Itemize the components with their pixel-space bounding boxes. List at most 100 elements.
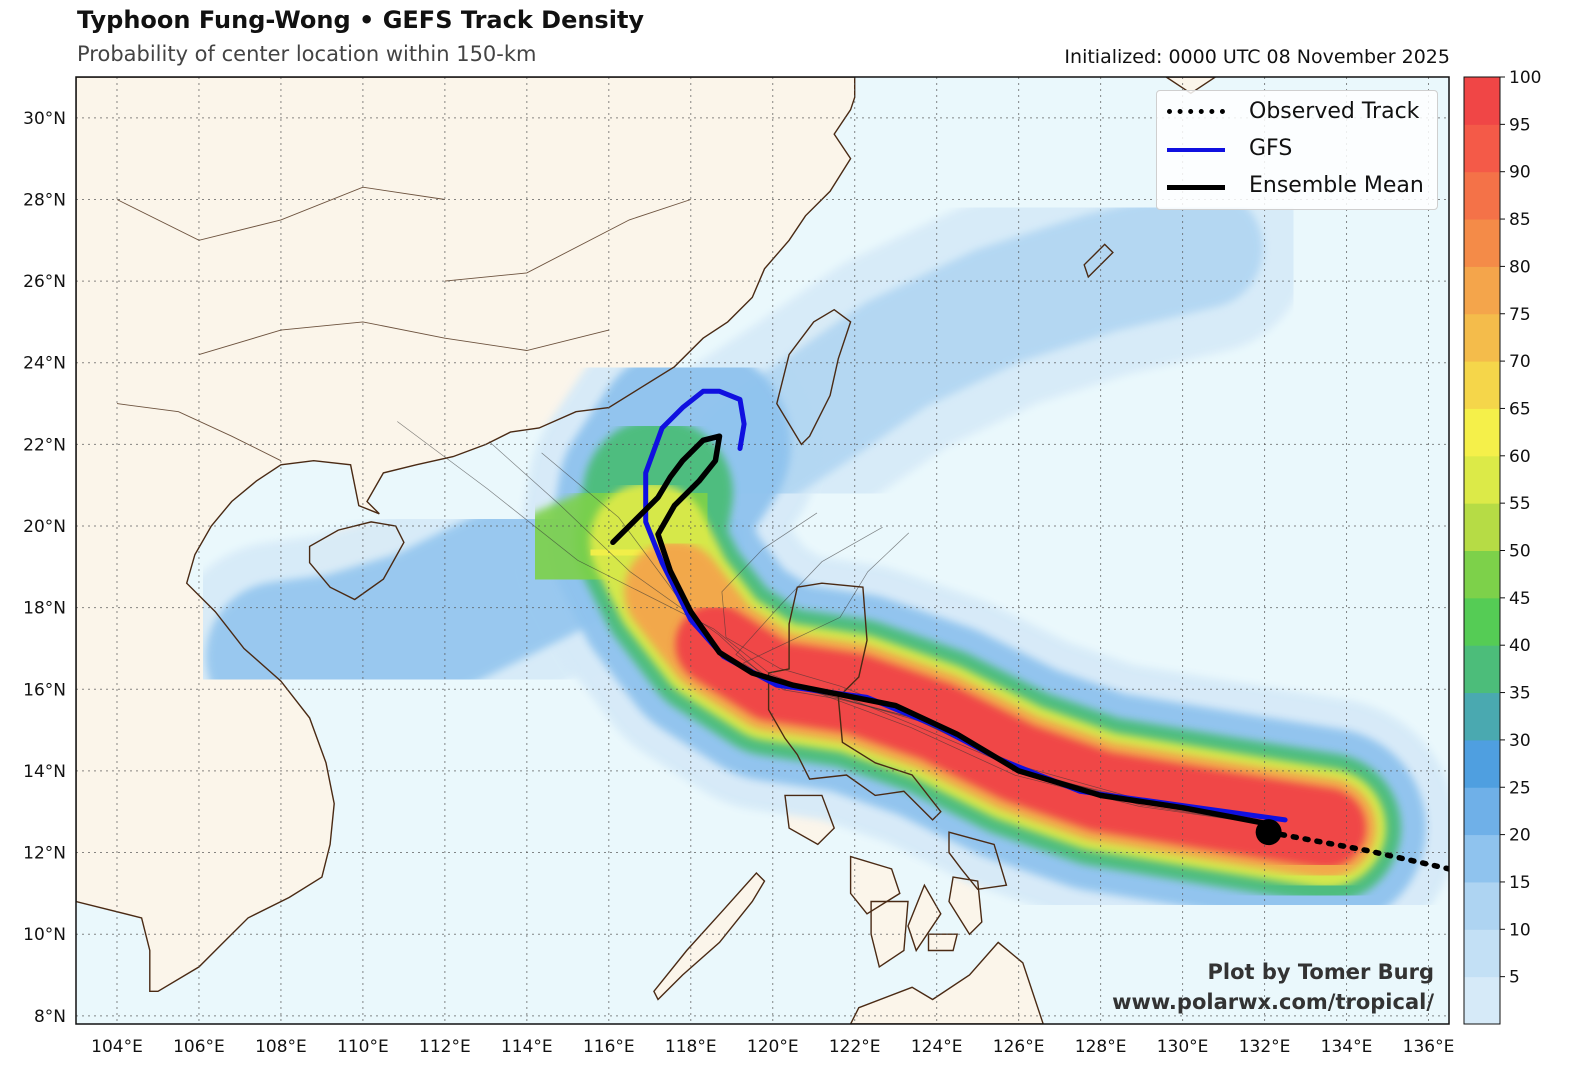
colorbar-segment xyxy=(1464,408,1500,457)
land-leyte xyxy=(949,877,982,935)
colorbar-tick-label: 55 xyxy=(1509,494,1531,514)
colorbar-segment xyxy=(1464,503,1500,551)
coastline-kyushu xyxy=(1164,77,1217,95)
province-border xyxy=(444,199,691,282)
lat-tick-label: 26°N xyxy=(23,272,66,292)
coastline-leyte xyxy=(948,876,983,936)
land-palawan xyxy=(653,873,765,1000)
lon-tick-label: 122°E xyxy=(829,1037,881,1057)
colorbar-tick-label: 5 xyxy=(1509,968,1520,988)
colorbar-segment xyxy=(1464,455,1500,504)
coastline-mindanao xyxy=(849,941,1044,1024)
lon-tick-label: 120°E xyxy=(747,1037,799,1057)
coastline-mindoro xyxy=(784,794,836,846)
colorbar-tick-label: 20 xyxy=(1509,826,1531,846)
chart-subtitle: Probability of center location within 15… xyxy=(77,42,537,66)
lat-tick-label: 20°N xyxy=(23,517,66,537)
colorbar-segment xyxy=(1464,266,1500,315)
lat-tick-label: 8°N xyxy=(34,1007,66,1027)
current-position-marker xyxy=(1255,819,1282,846)
lon-tick-label: 112°E xyxy=(419,1037,471,1057)
coastline-panay xyxy=(849,855,901,915)
lon-tick-label: 126°E xyxy=(993,1037,1045,1057)
land-mindanao xyxy=(850,942,1044,1024)
legend-label: GFS xyxy=(1249,136,1293,161)
coastline-palawan xyxy=(653,871,766,1001)
coastline-negros xyxy=(870,900,909,969)
colorbar-tick-label: 85 xyxy=(1509,210,1531,230)
coastline-mainland xyxy=(76,77,856,992)
legend-item-observed: Observed Track xyxy=(1167,97,1435,127)
colorbar-tick-label: 45 xyxy=(1509,589,1531,609)
legend-item-ensemble-mean: Ensemble Mean xyxy=(1167,171,1435,201)
colorbar-segment xyxy=(1464,597,1500,646)
colorbar-segment xyxy=(1464,361,1500,409)
track-legend: Observed Track GFS Ensemble Mean xyxy=(1156,90,1438,210)
colorbar-tick-label: 90 xyxy=(1509,163,1531,183)
credit-author: Plot by Tomer Burg xyxy=(1207,960,1435,984)
lon-tick-label: 130°E xyxy=(1157,1037,1209,1057)
colorbar-tick-label: 100 xyxy=(1509,68,1541,88)
lon-tick-label: 116°E xyxy=(583,1037,635,1057)
colorbar-segment xyxy=(1464,550,1500,599)
lat-tick-label: 22°N xyxy=(23,435,66,455)
gridlines xyxy=(76,77,1449,1024)
province-border xyxy=(116,403,282,462)
legend-item-gfs: GFS xyxy=(1167,134,1435,164)
lon-tick-label: 114°E xyxy=(501,1037,553,1057)
colorbar-segment xyxy=(1464,929,1500,978)
colorbar-tick-label: 70 xyxy=(1509,352,1531,372)
legend-label: Ensemble Mean xyxy=(1249,173,1424,198)
lat-tick-label: 18°N xyxy=(23,599,66,619)
colorbar-tick-label: 65 xyxy=(1509,399,1531,419)
lon-tick-label: 108°E xyxy=(255,1037,307,1057)
colorbar-tick-label: 80 xyxy=(1509,257,1531,277)
colorbar-segment xyxy=(1464,77,1500,125)
credit-url: www.polarwx.com/tropical/ xyxy=(1112,990,1434,1014)
chart-title: Typhoon Fung-Wong • GEFS Track Density xyxy=(77,6,645,34)
colorbar-segment xyxy=(1464,834,1500,883)
lon-tick-label: 136°E xyxy=(1403,1037,1455,1057)
lon-tick-label: 128°E xyxy=(1075,1037,1127,1057)
lat-tick-label: 24°N xyxy=(23,354,66,374)
observed-track xyxy=(1265,829,1449,872)
initialized-time: Initialized: 0000 UTC 08 November 2025 xyxy=(1064,46,1450,68)
coastline-okinawa xyxy=(1083,243,1114,279)
density-band xyxy=(560,510,690,595)
colorbar-segment xyxy=(1464,976,1500,1025)
province-border xyxy=(198,321,609,356)
lat-tick-label: 16°N xyxy=(23,680,66,700)
colorbar-tick-label: 35 xyxy=(1509,684,1531,704)
lon-tick-label: 104°E xyxy=(91,1037,143,1057)
coastline-hainan xyxy=(308,521,405,601)
coastline-samar xyxy=(948,831,1008,891)
colorbar-segment xyxy=(1464,219,1500,267)
colorbar-tick-label: 75 xyxy=(1509,305,1531,325)
lon-tick-label: 118°E xyxy=(665,1037,717,1057)
land-panay xyxy=(850,856,900,914)
coastline-cebu xyxy=(907,883,942,953)
member-track xyxy=(742,532,1265,825)
map-frame xyxy=(75,76,1450,1025)
blue-line-icon xyxy=(1167,148,1225,152)
legend-label: Observed Track xyxy=(1249,99,1420,124)
colorbar-segment xyxy=(1464,124,1500,173)
colorbar-segment xyxy=(1464,645,1500,694)
colorbar-tick-label: 60 xyxy=(1509,447,1531,467)
lon-tick-labels: 104°E 106°E 108°E 110°E 112°E 114°E 116°E 118°E… xyxy=(91,1037,1454,1057)
land-negros xyxy=(871,901,908,967)
lon-tick-label: 110°E xyxy=(337,1037,389,1057)
colorbar-tick-label: 50 xyxy=(1509,542,1531,562)
colorbar-segment xyxy=(1464,171,1500,220)
colorbar: 5 10 15 20 25 30 35 40 45 50 55 60 65 70 75 80 85 90 95 100 xyxy=(1463,68,1541,1025)
colorbar-segment xyxy=(1464,692,1500,741)
colorbar-segment xyxy=(1464,313,1500,362)
lon-tick-label: 132°E xyxy=(1239,1037,1291,1057)
lat-tick-label: 14°N xyxy=(23,762,66,782)
colorbar-tick-label: 95 xyxy=(1509,115,1531,135)
coastline-luzon xyxy=(767,582,942,821)
coastline-taiwan xyxy=(776,308,852,446)
colorbar-tick-label: 30 xyxy=(1509,731,1531,751)
dotted-line-icon xyxy=(1167,109,1225,114)
